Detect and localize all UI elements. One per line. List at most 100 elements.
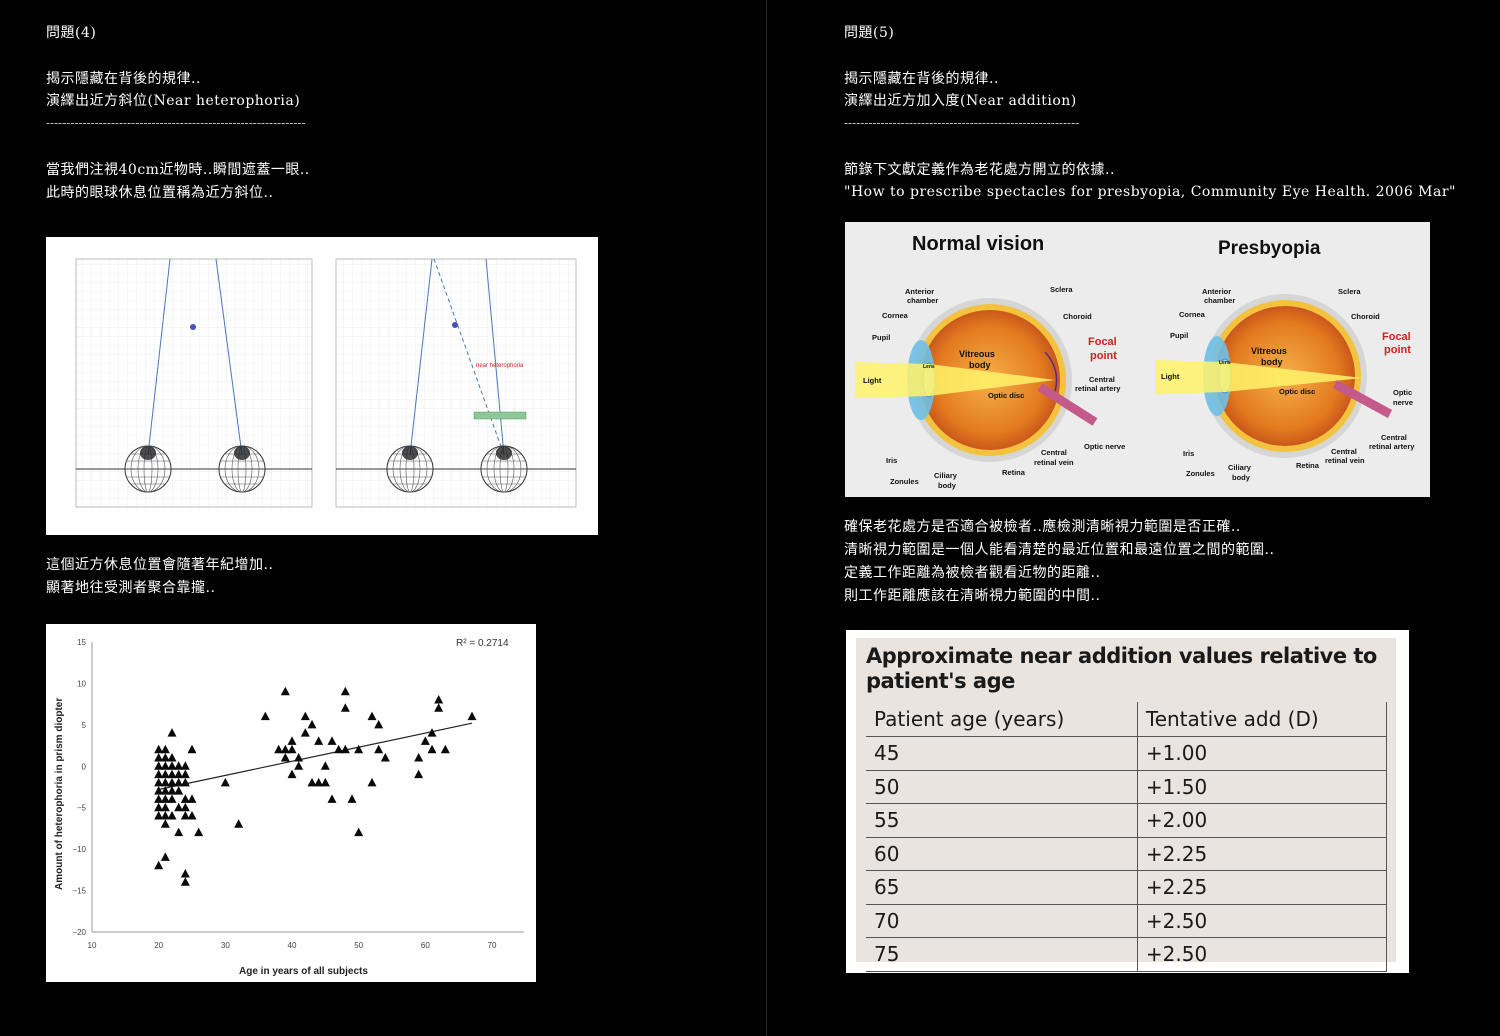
table-row: 45 +1.00 bbox=[866, 736, 1388, 771]
data-point bbox=[234, 819, 244, 828]
data-point bbox=[340, 744, 350, 754]
svg-text:Central: Central bbox=[1089, 375, 1115, 384]
normal-eye-illustration bbox=[855, 298, 1098, 462]
svg-text:retinal artery: retinal artery bbox=[1369, 442, 1415, 451]
svg-text:Lens: Lens bbox=[923, 364, 935, 370]
svg-text:Zonules: Zonules bbox=[1186, 469, 1215, 478]
data-point bbox=[167, 811, 177, 820]
data-point bbox=[180, 761, 190, 770]
y-tick-label: −20 bbox=[72, 928, 86, 937]
x-tick-label: 50 bbox=[354, 941, 363, 950]
data-point bbox=[300, 711, 310, 721]
data-point bbox=[180, 777, 190, 787]
header-tentative-add: Tentative add (D) bbox=[1137, 702, 1388, 737]
svg-text:chamber: chamber bbox=[1204, 296, 1235, 305]
header-patient-age: Patient age (years) bbox=[866, 702, 1138, 737]
svg-text:Anterior: Anterior bbox=[1202, 287, 1231, 296]
data-point bbox=[180, 794, 190, 803]
data-point bbox=[154, 860, 164, 870]
data-point bbox=[160, 769, 170, 779]
svg-text:Zonules: Zonules bbox=[890, 477, 919, 486]
svg-text:Pupil: Pupil bbox=[872, 333, 890, 342]
data-point bbox=[174, 802, 184, 812]
data-point bbox=[160, 761, 170, 770]
data-point bbox=[160, 786, 170, 795]
data-point bbox=[414, 753, 424, 762]
x-tick-label: 60 bbox=[421, 941, 430, 950]
x-tick-label: 70 bbox=[488, 941, 497, 950]
data-point bbox=[294, 753, 304, 762]
svg-text:Sclera: Sclera bbox=[1338, 287, 1361, 296]
data-point bbox=[154, 761, 164, 770]
data-point bbox=[160, 794, 170, 803]
right-title: 問題(5) bbox=[844, 25, 895, 41]
data-point bbox=[434, 695, 444, 704]
left-title: 問題(4) bbox=[46, 25, 97, 41]
svg-text:Choroid: Choroid bbox=[1063, 312, 1092, 321]
table-title-line2: patient's age bbox=[866, 669, 1015, 693]
data-point bbox=[374, 719, 384, 729]
presbyopia-title: Presbyopia bbox=[1218, 238, 1321, 259]
data-point bbox=[154, 811, 164, 820]
left-separator: ----------------------------------------… bbox=[46, 116, 306, 130]
data-point bbox=[187, 744, 197, 754]
data-point bbox=[340, 686, 350, 696]
svg-text:Anterior: Anterior bbox=[905, 287, 934, 296]
left-para1-line1: 當我們注視40cm近物時..瞬間遮蓋一眼.. bbox=[46, 162, 310, 178]
data-point bbox=[160, 802, 170, 812]
svg-text:Light: Light bbox=[863, 376, 882, 385]
age-cell: 75 bbox=[866, 937, 1138, 972]
data-point bbox=[160, 753, 170, 762]
svg-text:body: body bbox=[1232, 473, 1251, 482]
svg-text:Ciliary: Ciliary bbox=[1228, 463, 1252, 472]
age-cell: 55 bbox=[866, 803, 1138, 838]
add-cell: +2.50 bbox=[1137, 937, 1388, 972]
data-point bbox=[274, 744, 284, 754]
data-point bbox=[220, 777, 230, 787]
data-point bbox=[174, 761, 184, 770]
data-point bbox=[367, 777, 377, 787]
data-point bbox=[327, 736, 337, 745]
svg-text:Vitreous: Vitreous bbox=[959, 349, 995, 359]
data-point bbox=[174, 786, 184, 795]
data-point bbox=[187, 811, 197, 820]
add-cell: +2.25 bbox=[1137, 837, 1388, 871]
diagram-panel-2 bbox=[335, 258, 577, 508]
svg-text:Focal: Focal bbox=[1088, 336, 1117, 348]
svg-text:body: body bbox=[938, 481, 957, 490]
data-point bbox=[414, 769, 424, 779]
y-tick-label: 10 bbox=[77, 679, 86, 688]
data-point bbox=[154, 744, 164, 754]
add-cell: +2.00 bbox=[1137, 803, 1388, 838]
data-point bbox=[320, 761, 330, 770]
svg-text:retinal vein: retinal vein bbox=[1325, 456, 1365, 465]
table-row: 65 +2.25 bbox=[866, 870, 1388, 905]
table-row: 50 +1.50 bbox=[866, 770, 1388, 804]
svg-text:chamber: chamber bbox=[907, 296, 938, 305]
data-point bbox=[160, 852, 170, 861]
data-point bbox=[314, 777, 324, 787]
svg-text:Optic disc: Optic disc bbox=[1279, 387, 1315, 396]
heterophoria-age-chart: 15 10 5 0 −5 −10 −15 −20 10 20 30 40 50 60 70 R² = 0.… bbox=[46, 624, 536, 982]
right-intro-line1: 揭示隱藏在背後的規律.. bbox=[844, 71, 999, 87]
left-para2-line1: 這個近方休息位置會隨著年紀增加.. bbox=[46, 557, 274, 573]
left-intro-line1: 揭示隱藏在背後的規律.. bbox=[46, 71, 201, 87]
data-point bbox=[347, 794, 357, 803]
data-point bbox=[174, 769, 184, 779]
svg-text:body: body bbox=[1261, 357, 1283, 367]
svg-text:retinal artery: retinal artery bbox=[1075, 384, 1121, 393]
data-point bbox=[160, 777, 170, 787]
table-row: 70 +2.50 bbox=[866, 904, 1388, 938]
age-cell: 65 bbox=[866, 870, 1138, 905]
data-point bbox=[180, 769, 190, 779]
data-point bbox=[374, 744, 384, 754]
data-point bbox=[440, 744, 450, 754]
data-point bbox=[420, 736, 430, 745]
add-cell: +1.50 bbox=[1137, 770, 1388, 804]
data-point bbox=[174, 777, 184, 787]
svg-text:Optic nerve: Optic nerve bbox=[1084, 442, 1125, 451]
y-tick-label: 15 bbox=[77, 638, 86, 647]
data-point bbox=[167, 786, 177, 795]
svg-text:Iris: Iris bbox=[886, 456, 897, 465]
data-point bbox=[194, 827, 204, 837]
